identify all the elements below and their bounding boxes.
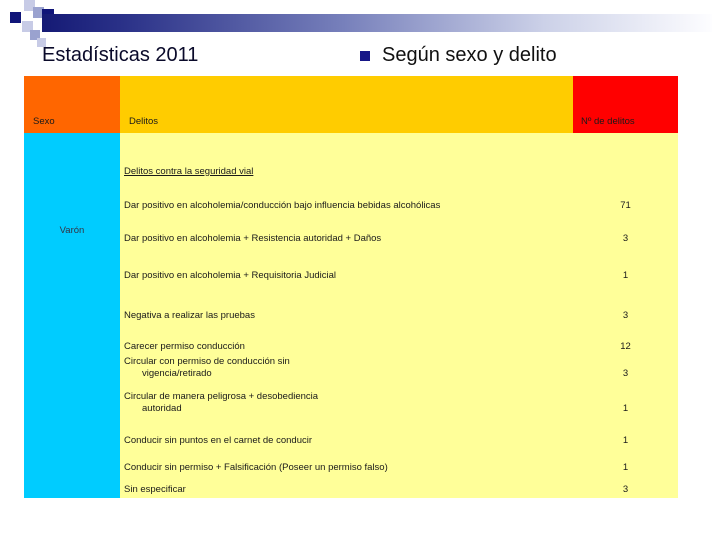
row-value: 3 [622,484,629,495]
header-num-delitos: Nº de delitos [573,76,678,133]
bullet-square-icon [360,50,370,61]
row-value [573,133,678,180]
table-row: Delitos contra la seguridad vial [120,133,678,180]
delitos-rows: Delitos contra la seguridad vial Dar pos… [120,133,678,498]
table-row: Conducir sin permiso + Falsificación (Po… [120,449,678,476]
decor-square-icon [37,38,46,47]
table-body: Varón Delitos contra la seguridad vial D… [24,133,678,498]
row-value: 3 [622,233,629,244]
decor-square-icon [10,12,21,23]
row-label-line: autoridad [142,402,182,414]
row-label: Dar positivo en alcoholemia/conducción b… [120,180,573,214]
row-label: Conducir sin puntos en el carnet de cond… [120,417,573,449]
bullet-line: Según sexo y delito [360,44,557,67]
row-label-line: Sin especificar [124,483,186,495]
table-row: Dar positivo en alcoholemia + Requisitor… [120,247,678,284]
statistics-table: Sexo Delitos Nº de delitos Varón Delitos… [24,76,678,498]
table-row: Dar positivo en alcoholemia + Resistenci… [120,214,678,247]
row-label-line: Conducir sin puntos en el carnet de cond… [124,434,313,446]
header-sexo: Sexo [24,76,120,133]
row-label-line: Negativa a realizar las pruebas [124,309,255,321]
row-value: 1 [622,435,629,446]
row-value: 3 [622,310,629,321]
bullet-text: Según sexo y delito [382,44,557,66]
sexo-column: Varón [24,133,120,498]
row-label: Dar positivo en alcoholemia + Requisitor… [120,247,573,284]
table-row: Sin especificar 3 [120,476,678,498]
row-label-line: Carecer permiso conducción [124,340,245,352]
row-label-line: Dar positivo en alcoholemia + Resistenci… [124,232,382,244]
row-label-line: Dar positivo en alcoholemia/conducción b… [124,199,441,211]
row-label: Circular con permiso de conducción sin vi… [120,355,573,382]
decor-square-icon [33,7,44,18]
table-row: Conducir sin puntos en el carnet de cond… [120,417,678,449]
row-label: Circular de manera peligrosa + desobedie… [120,382,573,417]
table-row: Circular con permiso de conducción sin vi… [120,355,678,382]
row-label: Carecer permiso conducción [120,324,573,355]
row-label: Conducir sin permiso + Falsificación (Po… [120,449,573,476]
decor-square-icon [24,0,35,11]
gradient-bar [42,14,712,32]
sexo-value: Varón [59,225,85,236]
row-label-line: Delitos contra la seguridad vial [124,165,254,177]
row-value: 1 [622,270,629,281]
decor-square-icon [30,30,40,40]
table-header-row: Sexo Delitos Nº de delitos [24,76,678,133]
row-label: Delitos contra la seguridad vial [120,133,573,180]
row-label: Dar positivo en alcoholemia + Resistenci… [120,214,573,247]
row-value: 12 [620,341,631,352]
row-label: Negativa a realizar las pruebas [120,284,573,324]
page-title: Estadísticas 2011 [42,44,199,66]
header-delitos: Delitos [120,76,573,133]
table-row: Negativa a realizar las pruebas 3 [120,284,678,324]
table-row: Dar positivo en alcoholemia/conducción b… [120,180,678,214]
row-label-line: Circular con permiso de conducción sin [124,356,290,367]
row-label-line: Circular de manera peligrosa + desobedie… [124,391,319,402]
row-label-line: vigencia/retirado [142,367,212,379]
decor-square-icon [22,21,33,32]
row-label-line: Conducir sin permiso + Falsificación (Po… [124,461,388,473]
row-value: 1 [622,462,629,473]
table-row: Circular de manera peligrosa + desobedie… [120,382,678,417]
row-label: Sin especificar [120,476,573,498]
row-value: 3 [622,368,629,379]
row-value: 1 [622,403,629,414]
row-value: 71 [620,200,631,211]
table-row: Carecer permiso conducción 12 [120,324,678,355]
row-label-line: Dar positivo en alcoholemia + Requisitor… [124,269,337,281]
